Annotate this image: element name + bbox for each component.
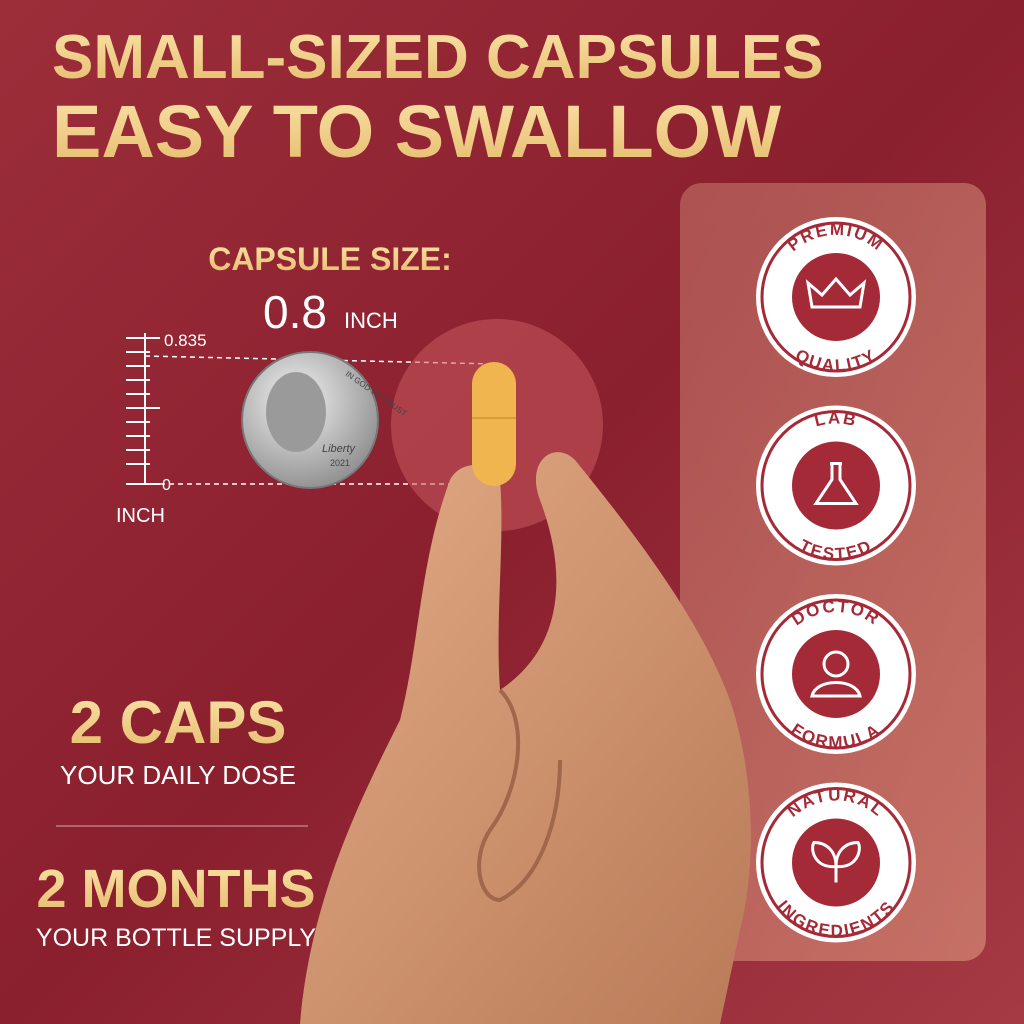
hand — [300, 452, 751, 1024]
capsule — [472, 362, 516, 486]
badge-icon — [811, 840, 861, 883]
ruler-bottom-label: 0 — [162, 477, 171, 494]
title-line2: EASY TO SWALLOW — [52, 90, 781, 173]
badge-icon — [810, 650, 862, 698]
badge-panel — [680, 183, 986, 961]
coin-word: Liberty — [322, 443, 357, 455]
title-line1: SMALL-SIZED CAPSULES — [52, 23, 824, 92]
dose-small: YOUR DAILY DOSE — [60, 760, 296, 790]
supply-small: YOUR BOTTLE SUPPLY — [36, 924, 316, 952]
capsule-size-value: 0.8 — [263, 286, 327, 338]
badge-icon — [813, 462, 859, 505]
badge-top-text: LAB — [812, 408, 857, 430]
ruler-top-label: 0.835 — [164, 331, 207, 350]
coin: IN GOD WE TRUST Liberty 2021 — [241, 351, 408, 489]
badge-icon — [805, 276, 867, 309]
coin-year: 2021 — [330, 458, 350, 468]
dose-big: 2 CAPS — [70, 689, 287, 756]
capsule-size-label: CAPSULE SIZE: — [208, 241, 452, 277]
ruler-unit: INCH — [116, 505, 165, 527]
capsule-size-unit: INCH — [344, 308, 398, 333]
svg-text:LAB: LAB — [812, 408, 859, 430]
supply-big: 2 MONTHS — [36, 859, 315, 919]
